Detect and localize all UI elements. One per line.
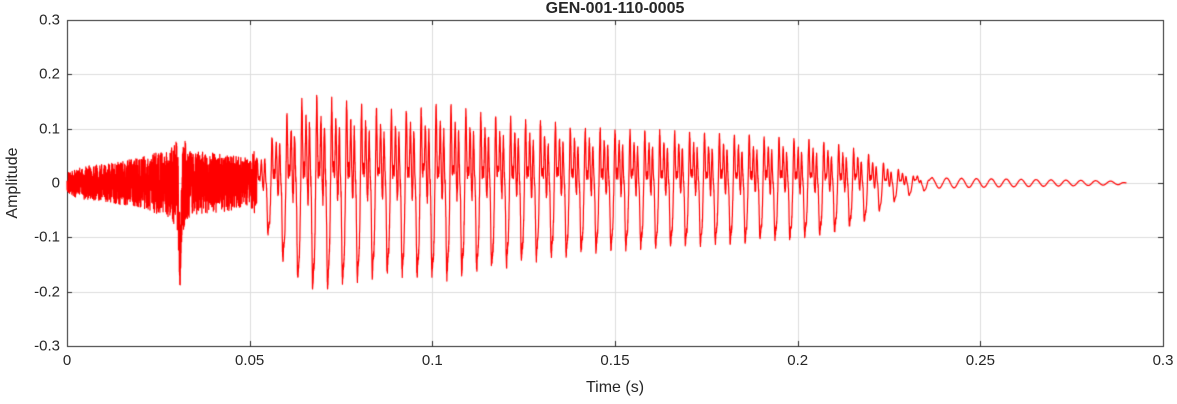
- x-tick-label: 0.05: [235, 352, 265, 369]
- y-axis-label: Amplitude: [4, 147, 21, 219]
- x-axis-label: Time (s): [585, 379, 645, 396]
- y-tick-label: 0.1: [39, 120, 60, 138]
- y-tick-label: 0: [51, 174, 60, 192]
- y-tick-label: 0.3: [39, 11, 60, 29]
- x-tick-label: 0.2: [787, 352, 809, 369]
- y-tick-label: 0.2: [39, 65, 60, 83]
- y-tick-label: -0.1: [34, 228, 60, 246]
- x-tick-label: 0.1: [421, 352, 443, 369]
- chart-title: GEN-001-110-0005: [545, 0, 685, 17]
- x-tick-label: 0.15: [600, 352, 630, 369]
- x-tick-label: 0.3: [1152, 352, 1174, 369]
- x-tick-label: 0: [62, 352, 72, 369]
- x-tick-label: 0.25: [965, 352, 995, 369]
- y-tick-label: -0.2: [34, 283, 60, 301]
- y-tick-label: -0.3: [34, 337, 60, 355]
